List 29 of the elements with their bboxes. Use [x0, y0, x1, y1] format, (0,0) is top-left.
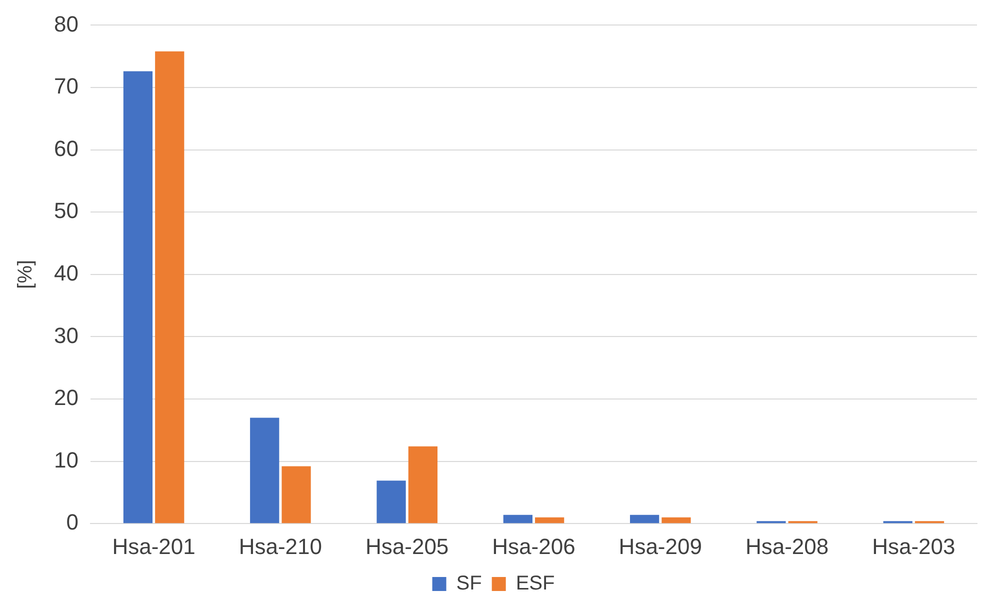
x-tick-label: Hsa-203 — [872, 534, 956, 559]
x-tick-label: Hsa-201 — [112, 534, 196, 559]
bar — [155, 51, 184, 524]
legend-label: SF — [456, 572, 482, 595]
bar — [503, 514, 532, 524]
y-tick-label: 10 — [54, 447, 78, 472]
bar — [535, 517, 564, 524]
legend-label: ESF — [516, 572, 555, 595]
y-tick-label: 80 — [54, 11, 78, 36]
y-tick-label: 70 — [54, 74, 78, 99]
bar — [662, 517, 691, 524]
y-tick-label: 50 — [54, 198, 78, 224]
bar — [250, 418, 280, 524]
x-tick-label: Hsa-206 — [492, 534, 576, 559]
y-axis-title: [%] — [14, 260, 37, 289]
bar — [408, 446, 438, 524]
bar — [123, 71, 153, 524]
y-tick-label: 60 — [54, 136, 78, 161]
x-tick-label: Hsa-210 — [238, 534, 322, 559]
y-tick-label: 0 — [66, 510, 78, 535]
bar — [630, 514, 660, 524]
y-tick-label: 40 — [54, 260, 78, 286]
x-tick-label: Hsa-205 — [366, 534, 449, 559]
y-tick-label: 20 — [54, 385, 78, 410]
bar — [376, 480, 406, 524]
x-tick-label: Hsa-209 — [618, 534, 702, 559]
bar — [282, 466, 311, 524]
y-tick-label: 30 — [54, 322, 78, 348]
x-tick-label: Hsa-208 — [745, 534, 829, 559]
